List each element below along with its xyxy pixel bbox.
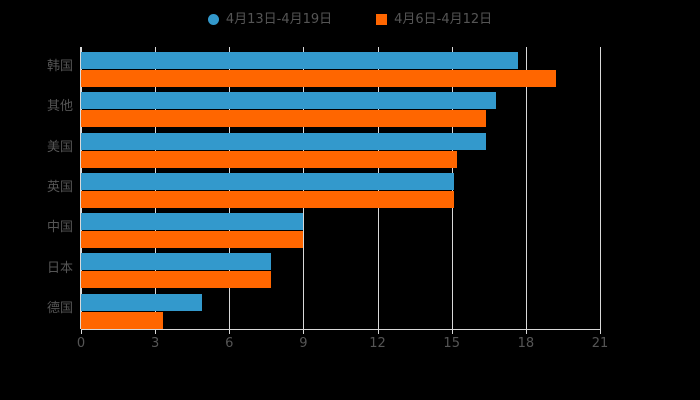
x-tick-label: 21 (591, 336, 609, 351)
x-tick-mark (451, 329, 453, 334)
x-tick-mark (303, 329, 305, 334)
legend-label-0: 4月13日-4月19日 (225, 11, 333, 27)
y-axis-category-label: 英国 (46, 180, 73, 195)
bar-series-0[interactable] (81, 132, 487, 150)
y-axis-category-label: 韩国 (46, 59, 73, 75)
bar-series-1[interactable] (81, 190, 455, 208)
bar-series-0[interactable] (81, 172, 455, 190)
bar-row (81, 128, 600, 168)
x-tick-mark (155, 329, 157, 334)
x-tick-label: 0 (76, 336, 86, 351)
x-tick-label: 6 (225, 336, 234, 351)
bar-series-1[interactable] (81, 70, 556, 87)
x-tick-mark (377, 329, 379, 334)
bar-series-1[interactable] (81, 271, 272, 289)
legend-item-0[interactable]: 4月13日-4月19日 (207, 11, 333, 27)
legend-marker-square-icon (376, 13, 388, 25)
y-axis-category-label: 中国 (46, 220, 73, 236)
x-tick-mark (229, 329, 231, 334)
legend-label-1: 4月6日-4月12日 (394, 11, 493, 27)
gridline (525, 47, 527, 329)
legend-item-1[interactable]: 4月6日-4月12日 (376, 13, 492, 26)
x-tick-mark (525, 329, 527, 334)
y-axis-category-label: 德国 (46, 300, 73, 316)
chart-legend: 4月13日-4月19日 4月6日-4月12日 (0, 6, 700, 32)
bar-row (81, 47, 600, 87)
bar-series-0[interactable] (81, 293, 203, 311)
bar-row (81, 208, 600, 249)
x-tick-label: 18 (517, 336, 535, 351)
plot-area: 0 3 6 9 12 15 18 21 (77, 47, 608, 351)
x-tick-label: 12 (369, 336, 386, 351)
x-tick-mark (600, 329, 601, 334)
y-axis-category-label: 其他 (46, 99, 73, 115)
y-axis-category-label: 美国 (46, 139, 73, 155)
x-tick-label: 3 (151, 336, 160, 351)
bar-row (81, 248, 600, 289)
bar-series-1[interactable] (81, 150, 457, 168)
y-axis-category-label: 日本 (46, 260, 73, 276)
x-tick-mark (81, 329, 82, 334)
bar-series-1[interactable] (81, 110, 487, 128)
bar-row (81, 87, 600, 128)
bar-row (81, 289, 600, 329)
bar-series-1[interactable] (81, 311, 163, 329)
gridline (600, 47, 601, 329)
bar-series-1[interactable] (81, 231, 304, 249)
bar-row (81, 168, 600, 208)
x-axis-line (81, 329, 601, 330)
bar-series-0[interactable] (81, 92, 497, 110)
legend-marker-circle-icon (207, 13, 219, 25)
bar-series-0[interactable] (81, 253, 272, 271)
bar-series-0[interactable] (81, 213, 304, 231)
x-tick-label: 9 (299, 336, 308, 351)
bar-series-0[interactable] (81, 52, 519, 69)
x-tick-label: 15 (443, 336, 460, 351)
